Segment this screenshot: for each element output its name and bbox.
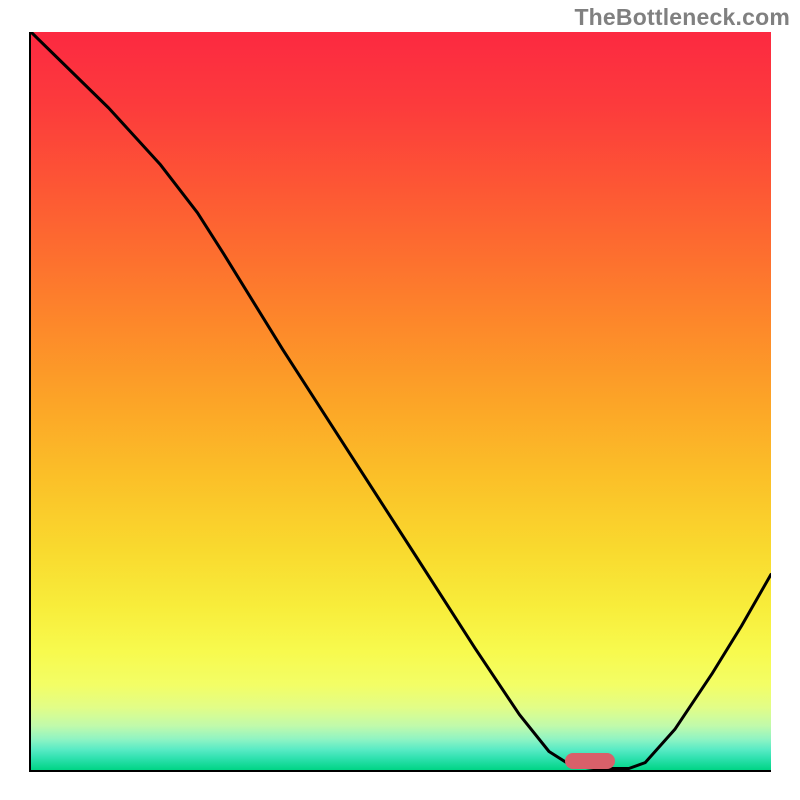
- chart-svg: [29, 32, 771, 772]
- chart-container: TheBottleneck.com: [0, 0, 800, 800]
- plot-area: [29, 32, 771, 772]
- highlight-marker: [565, 753, 615, 769]
- watermark-text: TheBottleneck.com: [574, 4, 790, 31]
